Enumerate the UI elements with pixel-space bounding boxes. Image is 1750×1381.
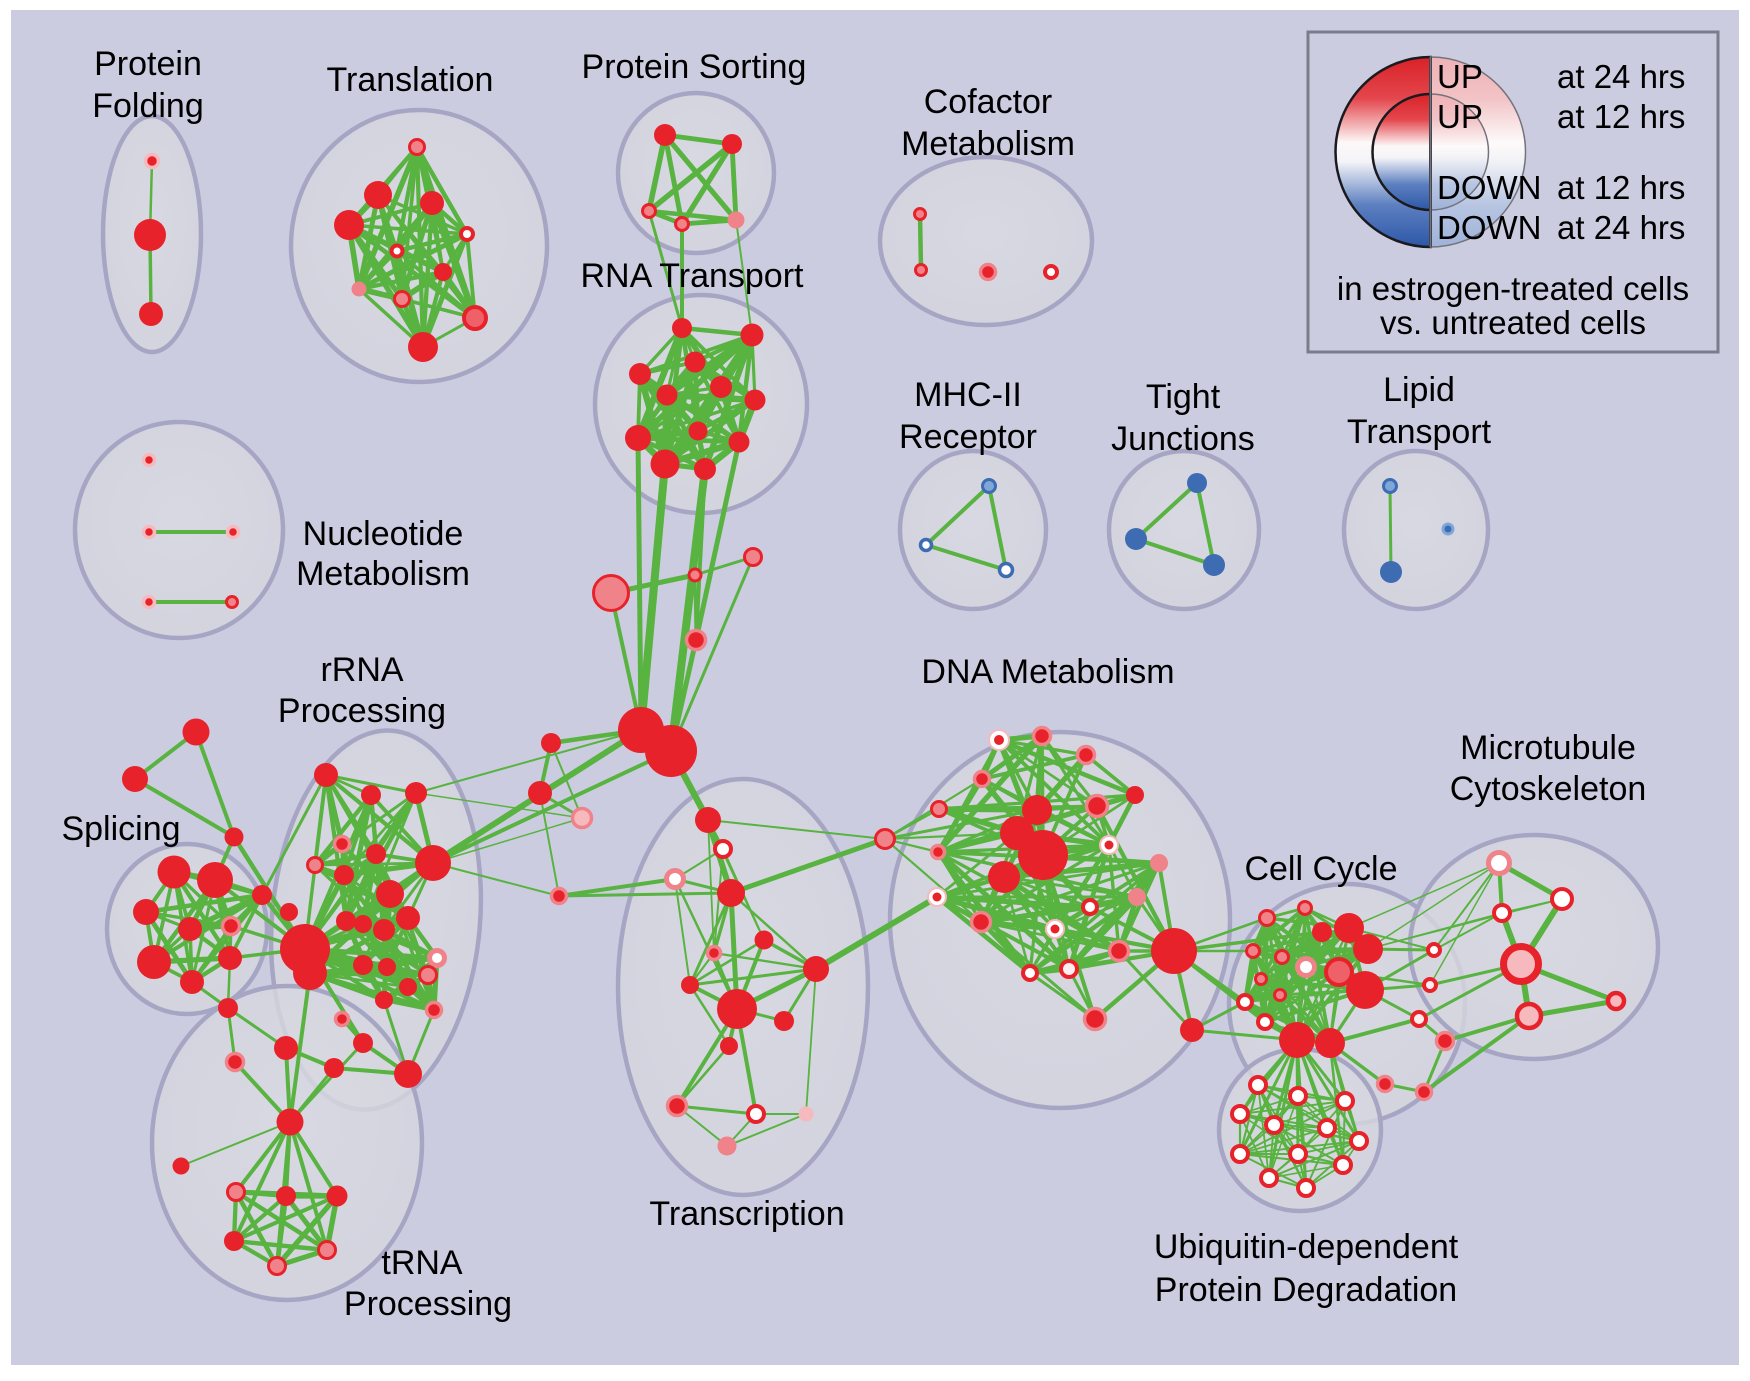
svg-text:Metabolism: Metabolism — [296, 555, 470, 593]
svg-text:DOWN: DOWN — [1437, 169, 1541, 206]
svg-text:Processing: Processing — [344, 1285, 512, 1323]
svg-text:tRNA: tRNA — [381, 1244, 463, 1282]
svg-text:Receptor: Receptor — [899, 418, 1037, 456]
svg-text:Cytoskeleton: Cytoskeleton — [1450, 770, 1647, 808]
svg-text:DNA Metabolism: DNA Metabolism — [921, 653, 1174, 691]
svg-text:at 24 hrs: at 24 hrs — [1557, 209, 1685, 246]
svg-text:rRNA: rRNA — [320, 651, 403, 689]
svg-text:Junctions: Junctions — [1111, 420, 1255, 458]
svg-text:Protein Degradation: Protein Degradation — [1155, 1271, 1457, 1309]
svg-text:Tight: Tight — [1146, 378, 1221, 416]
svg-text:UP: UP — [1437, 58, 1483, 95]
svg-text:Processing: Processing — [278, 692, 446, 730]
svg-text:Metabolism: Metabolism — [901, 125, 1075, 163]
svg-text:Nucleotide: Nucleotide — [303, 515, 464, 553]
svg-text:Cofactor: Cofactor — [924, 83, 1053, 121]
svg-text:Folding: Folding — [92, 87, 204, 125]
svg-text:RNA Transport: RNA Transport — [581, 257, 805, 295]
svg-text:UP: UP — [1437, 98, 1483, 135]
svg-text:DOWN: DOWN — [1437, 209, 1541, 246]
svg-text:at 12 hrs: at 12 hrs — [1557, 169, 1685, 206]
svg-text:Protein: Protein — [94, 45, 202, 83]
svg-text:Lipid: Lipid — [1383, 371, 1455, 409]
svg-text:Protein Sorting: Protein Sorting — [582, 48, 807, 86]
svg-text:Translation: Translation — [327, 61, 494, 99]
svg-text:Splicing: Splicing — [61, 810, 180, 848]
svg-text:MHC-II: MHC-II — [914, 376, 1022, 414]
svg-text:vs. untreated cells: vs. untreated cells — [1380, 304, 1646, 341]
svg-text:Transcription: Transcription — [649, 1195, 844, 1233]
svg-text:in estrogen-treated cells: in estrogen-treated cells — [1337, 270, 1689, 307]
svg-text:at 12 hrs: at 12 hrs — [1557, 98, 1685, 135]
svg-text:Microtubule: Microtubule — [1460, 729, 1636, 767]
svg-text:Cell Cycle: Cell Cycle — [1244, 850, 1397, 888]
svg-text:at 24 hrs: at 24 hrs — [1557, 58, 1685, 95]
svg-text:Ubiquitin-dependent: Ubiquitin-dependent — [1154, 1228, 1459, 1266]
svg-text:Transport: Transport — [1347, 413, 1492, 451]
